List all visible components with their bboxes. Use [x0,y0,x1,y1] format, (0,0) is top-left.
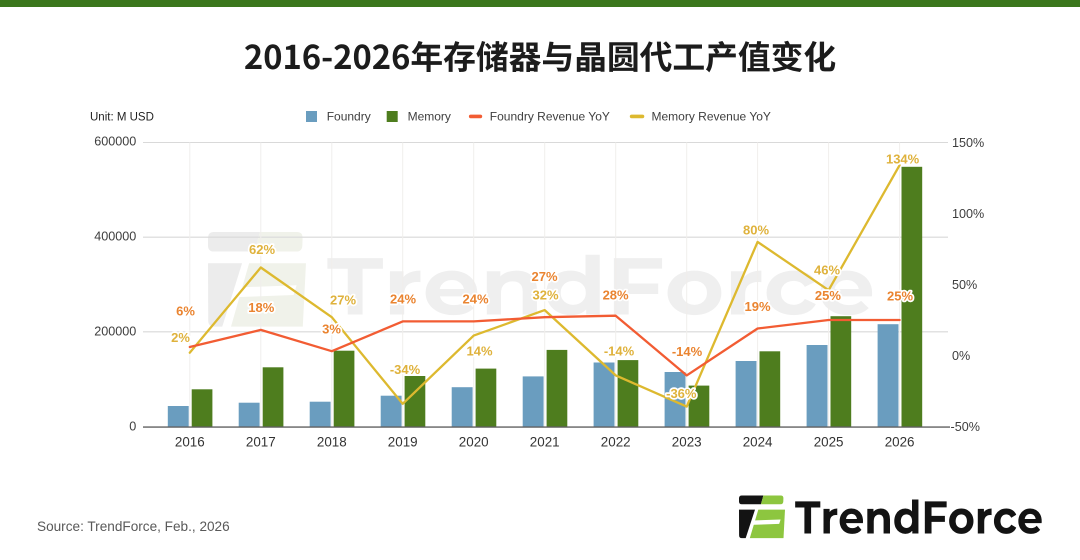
svg-text:150%: 150% [952,136,984,150]
svg-text:Foundry: Foundry [327,110,371,124]
svg-text:Memory Revenue YoY: Memory Revenue YoY [652,110,771,124]
svg-text:2020: 2020 [459,434,489,449]
svg-text:2016: 2016 [175,434,205,449]
svg-text:200000: 200000 [94,324,136,338]
svg-text:32%: 32% [532,288,558,303]
svg-text:6%: 6% [176,304,195,319]
svg-text:2021: 2021 [530,434,560,449]
svg-text:19%: 19% [744,299,770,314]
svg-text:2025: 2025 [814,434,844,449]
svg-text:2017: 2017 [246,434,276,449]
svg-text:-14%: -14% [604,344,635,359]
svg-text:2022: 2022 [601,434,631,449]
svg-text:24%: 24% [462,292,488,307]
svg-text:24%: 24% [390,292,416,307]
svg-text:25%: 25% [815,288,841,303]
svg-text:3%: 3% [322,322,341,337]
svg-text:Source: TrendForce, Feb., 2026: Source: TrendForce, Feb., 2026 [37,519,230,534]
svg-text:28%: 28% [603,288,629,303]
svg-text:2018: 2018 [317,434,347,449]
svg-text:400000: 400000 [94,230,136,244]
svg-text:-14%: -14% [672,344,703,359]
svg-text:46%: 46% [814,262,840,277]
svg-text:18%: 18% [248,300,274,315]
svg-text:2019: 2019 [388,434,418,449]
svg-text:-34%: -34% [390,362,421,377]
svg-text:Memory: Memory [408,110,451,124]
svg-text:2024: 2024 [743,434,773,449]
svg-text:Foundry Revenue YoY: Foundry Revenue YoY [490,110,610,124]
svg-text:100%: 100% [952,207,984,221]
svg-text:62%: 62% [249,242,275,257]
svg-text:27%: 27% [330,293,356,308]
svg-text:0: 0 [129,419,136,433]
svg-text:14%: 14% [466,344,492,359]
svg-text:27%: 27% [531,269,557,284]
svg-text:134%: 134% [886,152,920,167]
svg-text:2026: 2026 [885,434,915,449]
svg-text:2023: 2023 [672,434,702,449]
svg-text:-36%: -36% [666,386,697,401]
svg-text:25%: 25% [887,288,913,303]
svg-text:2%: 2% [171,330,190,345]
svg-text:50%: 50% [952,278,977,292]
svg-text:600000: 600000 [94,134,136,148]
svg-text:0%: 0% [952,349,970,363]
svg-text:80%: 80% [743,223,769,238]
svg-text:-50%: -50% [951,420,980,434]
svg-text:Unit: M USD: Unit: M USD [90,112,154,124]
